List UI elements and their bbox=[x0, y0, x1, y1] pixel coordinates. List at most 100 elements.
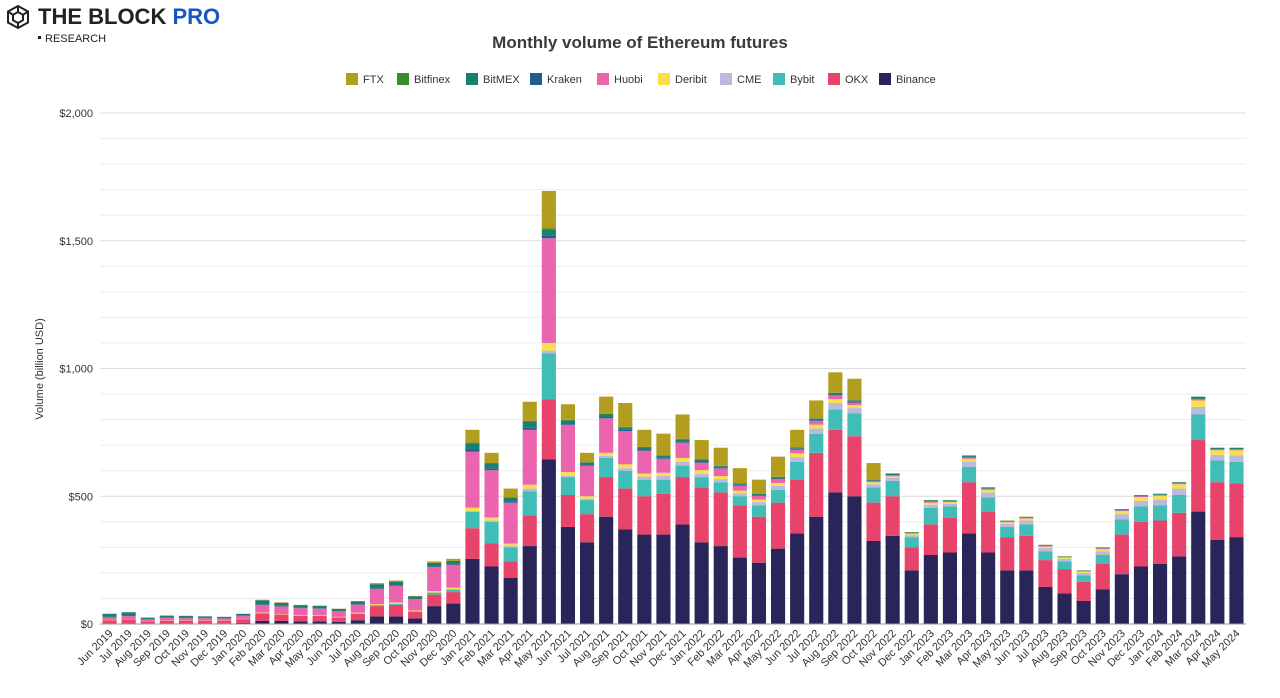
bar-segment bbox=[981, 488, 996, 490]
bar-segment bbox=[866, 487, 881, 503]
bar-segment bbox=[675, 477, 690, 525]
bar-segment bbox=[541, 228, 556, 230]
bar-segment bbox=[541, 342, 556, 351]
bar-segment bbox=[560, 419, 576, 421]
bar-segment bbox=[885, 480, 900, 497]
bar-segment bbox=[675, 414, 690, 439]
bar-segment bbox=[1019, 570, 1034, 624]
bar-segment bbox=[828, 402, 843, 410]
bar-segment bbox=[866, 484, 881, 488]
bar-segment bbox=[541, 238, 556, 343]
bar-segment bbox=[770, 502, 786, 549]
bar-segment bbox=[694, 474, 709, 478]
bar-segment bbox=[1191, 406, 1206, 415]
bar-segment bbox=[904, 570, 919, 624]
bar-segment bbox=[1114, 511, 1129, 515]
bar-segment bbox=[522, 420, 537, 422]
legend-label: Huobi bbox=[614, 74, 643, 86]
bar-segment bbox=[541, 235, 556, 239]
bar-segment bbox=[427, 606, 442, 624]
bar-segment bbox=[923, 507, 938, 525]
bar-segment bbox=[522, 484, 537, 489]
bar-segment bbox=[1000, 523, 1015, 527]
bar-segment bbox=[388, 585, 404, 603]
bar-segment bbox=[751, 479, 767, 494]
bar-segment bbox=[828, 399, 843, 403]
bar-segment bbox=[599, 413, 614, 415]
bar-segment bbox=[847, 378, 862, 401]
bar-segment bbox=[217, 618, 232, 621]
bar-segment bbox=[446, 587, 461, 590]
bar-segment bbox=[637, 534, 652, 624]
bar-segment bbox=[293, 615, 308, 616]
bar-segment bbox=[217, 620, 232, 624]
bar-segment bbox=[961, 456, 977, 458]
bar-segment bbox=[1019, 516, 1034, 518]
bar-segment bbox=[599, 417, 614, 419]
bar-segment bbox=[465, 528, 480, 559]
brand-dot bbox=[38, 36, 41, 39]
bar-segment bbox=[1191, 399, 1206, 401]
bar-segment bbox=[732, 496, 747, 506]
bar-segment bbox=[503, 546, 518, 548]
bar-segment bbox=[637, 446, 652, 448]
bar-segment bbox=[1019, 524, 1034, 536]
bar-segment bbox=[293, 605, 308, 608]
bar-segment bbox=[694, 477, 709, 488]
bar-segment bbox=[350, 613, 365, 621]
bar-segment bbox=[541, 229, 556, 236]
bar-segment bbox=[923, 524, 938, 556]
bar-segment bbox=[350, 620, 365, 624]
bar-segment bbox=[942, 503, 958, 507]
bar-segment bbox=[1172, 488, 1187, 495]
bar-segment bbox=[1057, 561, 1072, 570]
bar-segment bbox=[790, 447, 805, 449]
bar-segment bbox=[1133, 496, 1149, 498]
bar-segment bbox=[465, 429, 480, 443]
bar-segment bbox=[1191, 414, 1206, 441]
bar-segment bbox=[388, 580, 404, 582]
bar-segment bbox=[446, 589, 461, 593]
bar-segment bbox=[885, 496, 900, 536]
bar-segment bbox=[1229, 449, 1244, 451]
bar-segment bbox=[159, 620, 174, 624]
bar-segment bbox=[866, 480, 881, 483]
bar-segment bbox=[484, 566, 499, 624]
bar-segment bbox=[828, 372, 843, 393]
bar-segment bbox=[847, 496, 862, 624]
bar-segment bbox=[121, 619, 136, 624]
bar-segment bbox=[541, 459, 556, 624]
bar-segment bbox=[255, 613, 270, 621]
bar-segment bbox=[1191, 511, 1206, 624]
bar-segment bbox=[637, 450, 652, 474]
brand-name-text: THE BLOCK bbox=[38, 4, 166, 29]
bar-segment bbox=[770, 478, 786, 480]
bar-segment bbox=[541, 353, 556, 400]
bar-segment bbox=[102, 613, 117, 617]
bar-segment bbox=[809, 420, 824, 421]
bar-segment bbox=[847, 405, 862, 409]
bar-segment bbox=[732, 557, 747, 624]
bar-segment bbox=[637, 429, 652, 447]
bar-segment bbox=[484, 463, 499, 464]
bar-segment bbox=[809, 400, 824, 419]
bar-segment bbox=[522, 427, 537, 430]
bar-segment bbox=[579, 498, 595, 501]
bar-segment bbox=[713, 447, 728, 466]
brand-name: THE BLOCK PRO bbox=[38, 4, 220, 29]
bar-segment bbox=[790, 479, 805, 534]
bar-segment bbox=[560, 424, 576, 472]
bar-segment bbox=[579, 542, 595, 624]
bar-segment bbox=[579, 452, 595, 463]
bar-segment bbox=[1076, 581, 1091, 602]
bar-segment bbox=[618, 431, 633, 465]
bar-segment bbox=[197, 616, 213, 618]
bar-segment bbox=[1229, 447, 1244, 449]
bar-segment bbox=[637, 496, 652, 535]
bar-segment bbox=[675, 461, 690, 466]
legend-swatch bbox=[466, 73, 478, 85]
legend-swatch bbox=[773, 73, 785, 85]
bar-segment bbox=[1114, 519, 1129, 535]
bar-segment bbox=[732, 490, 747, 494]
bar-segment bbox=[866, 463, 881, 480]
